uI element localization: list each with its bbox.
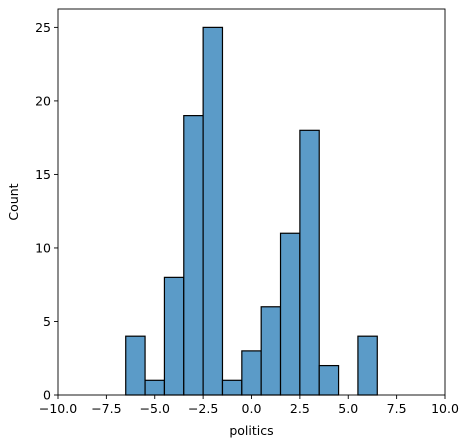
plot-frame: [57, 8, 446, 396]
x-axis-label: politics: [229, 423, 273, 438]
x-axis-ticks: −10.0 −7.5 −5.0 −2.5 0.0 2.5 5.0 7.5 10.0: [39, 395, 459, 416]
x-tick-label: −10.0: [39, 401, 77, 416]
histogram-bar: [163, 276, 185, 396]
x-tick-label: 10.0: [431, 401, 459, 416]
histogram-bar: [183, 115, 204, 396]
x-tick-label: 2.5: [290, 401, 310, 416]
y-tick-label: 0: [43, 388, 51, 403]
y-axis-label: Count: [6, 183, 21, 220]
x-tick-label: 5.0: [338, 401, 358, 416]
histogram-bar: [125, 335, 146, 396]
histogram-bar: [260, 306, 282, 396]
y-tick-label: 15: [35, 167, 51, 182]
bars-group: [125, 26, 378, 396]
histogram-bar: [202, 26, 224, 396]
histogram-bar: [299, 129, 320, 396]
histogram-bar: [279, 232, 301, 396]
histogram-bar: [221, 379, 243, 396]
histogram-bar: [318, 364, 340, 396]
x-tick-label: 7.5: [387, 401, 407, 416]
y-tick-label: 20: [35, 93, 51, 108]
x-tick-label: −5.0: [140, 401, 170, 416]
x-tick-label: −7.5: [91, 401, 121, 416]
histogram-bar: [144, 379, 166, 396]
y-tick-label: 5: [43, 314, 51, 329]
y-tick-label: 25: [35, 20, 51, 35]
y-tick-label: 10: [35, 240, 51, 255]
x-tick-label: −2.5: [188, 401, 218, 416]
x-tick-label: 0.0: [242, 401, 262, 416]
histogram-bar: [241, 350, 262, 396]
histogram-bar: [357, 335, 378, 396]
y-axis-ticks: 0 5 10 15 20 25: [35, 20, 58, 403]
